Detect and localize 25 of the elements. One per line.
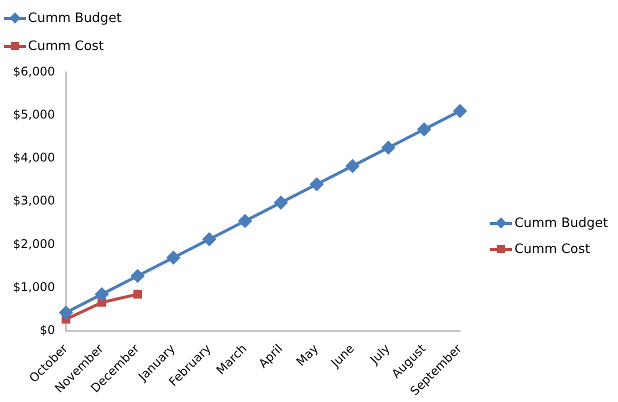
point: [274, 196, 288, 210]
point: [166, 251, 180, 264]
point: [202, 232, 216, 246]
point: [418, 122, 431, 136]
point: [97, 298, 106, 307]
point: [454, 104, 466, 118]
point: [131, 269, 144, 282]
point: [310, 178, 324, 191]
text: Cumm Cost: [514, 242, 590, 256]
point: [238, 214, 252, 228]
y-tick-label: $5,000: [12, 107, 55, 122]
y-tick-label: $4,000: [12, 150, 55, 165]
y-tick-label: $2,000: [12, 236, 55, 251]
point: [346, 159, 360, 172]
text: Cumm Budget: [28, 10, 122, 26]
y-tick-label: $3,000: [12, 194, 55, 208]
point: [133, 290, 142, 299]
y-tick-label: $6,000: [12, 64, 55, 78]
point: [382, 141, 395, 154]
legend-label: Cumm Budget: [514, 216, 608, 230]
y-tick-label: $0: [40, 323, 55, 338]
point: [95, 288, 108, 301]
legend-label: Cumm Cost: [28, 38, 104, 54]
point: [59, 306, 72, 320]
y-tick-label: $1,000: [12, 280, 55, 294]
